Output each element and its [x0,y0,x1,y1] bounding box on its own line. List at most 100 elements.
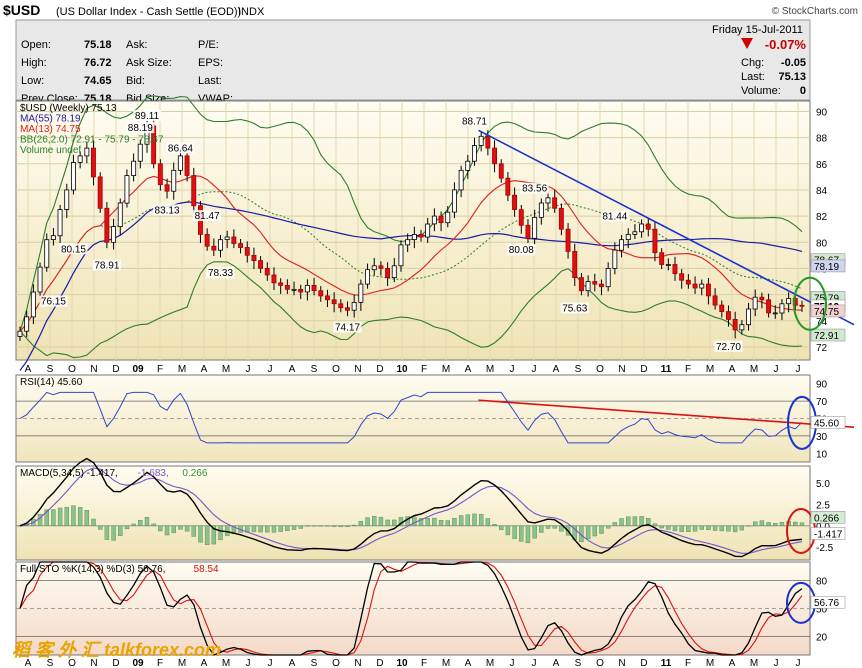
macd-histogram-bar [331,525,337,527]
x-tick-label: 11 [661,658,672,668]
macd-histogram-bar [278,525,283,532]
macd-histogram-bar [706,525,711,531]
x-tick-label: S [47,364,54,375]
macd-histogram-bar [739,525,745,531]
x-tick-label: D [376,658,383,668]
macd-histogram-bar [472,513,477,527]
x-tick-label: M [222,658,230,668]
macd-histogram-bar [51,509,56,527]
macd-histogram-bar [271,525,277,533]
right-value-box [810,595,846,609]
value-label: 78.33 [208,268,233,279]
x-tick-label: J [774,658,779,668]
x-tick-label: J [796,658,801,668]
y-tick-label: 84 [816,186,828,197]
candle [71,162,76,191]
macd-histogram-bar [77,507,83,527]
macd-histogram-bar [732,525,738,533]
bb-upper-line [19,95,803,332]
x-tick-label: M [442,364,450,375]
macd-histogram-bar [318,525,323,527]
candle [699,283,705,289]
x-tick-label: O [332,364,340,375]
candle [217,239,223,251]
macd-signal-line [19,467,803,554]
candle [318,290,324,297]
candle [131,160,137,176]
macd-histogram-bar [138,520,143,527]
x-tick-label: A [25,364,32,375]
macd-histogram-bar [612,522,618,527]
macd-histogram-bar [378,516,384,527]
candle [17,330,23,337]
value-label-bg [59,243,88,255]
macd-histogram-bar [358,520,364,527]
x-tick-label: J [532,658,537,668]
symbol: $USD [3,2,40,18]
candle [238,243,243,248]
candle [191,175,197,207]
value-label-bg [333,321,362,333]
value-label-bg [193,210,222,222]
macd-histogram-bar [285,525,290,532]
macd-panel [15,465,811,561]
candle [752,296,758,310]
value-label: 78.91 [94,261,119,272]
macd-histogram-bar [385,519,390,527]
candle [471,145,477,162]
candle [251,254,257,261]
macd-histogram-bar [98,525,103,530]
candle [438,215,444,224]
candle [351,301,357,311]
candle [204,233,210,247]
x-tick-label: S [311,658,318,668]
x-tick-label: 09 [132,658,144,668]
macd-histogram-bar [465,514,471,527]
candle [391,265,397,278]
candle [706,283,711,297]
trendline [478,129,855,326]
candle [732,318,738,331]
candle [378,265,384,269]
candle [231,236,237,244]
legend-entry: -1.683, [138,468,169,479]
candle [772,312,778,315]
candle [264,267,270,276]
right-value-box [810,527,846,540]
macd-histogram-bar [104,525,110,540]
x-tick-label: D [640,658,647,668]
macd-histogram-bar [779,522,785,527]
candle [418,233,424,238]
macd-histogram-bar [499,525,504,531]
right-value-label: -1.417 [814,530,843,541]
candle [645,223,651,230]
candle [50,235,56,240]
candle [579,277,584,292]
y-tick-label: 2.5 [816,500,830,511]
y-tick-label: 90 [816,380,828,391]
x-tick-label: D [112,658,119,668]
candle [111,226,116,243]
change-percent: -0.07% [765,37,807,52]
macd-histogram-bar [793,521,798,527]
macd-histogram-bar [452,517,457,527]
x-tick-label: F [157,658,163,668]
x-tick-label: A [201,658,208,668]
candle [685,279,691,285]
bb-lower-line [19,261,803,359]
value-label-bg [153,204,182,216]
candle [558,207,564,230]
macd-histogram-bar [184,525,190,532]
macd-histogram-bar [191,525,196,537]
macd-histogram-bar [164,525,170,536]
candle [665,264,671,266]
candle [91,147,96,178]
x-tick-label: A [201,364,208,375]
stoch-d-line [19,561,803,656]
candle [532,216,538,239]
candle [799,304,805,307]
quote-value: 0 [800,85,806,97]
rsi-trendline [478,399,855,428]
y-tick-label: 10 [816,449,828,460]
